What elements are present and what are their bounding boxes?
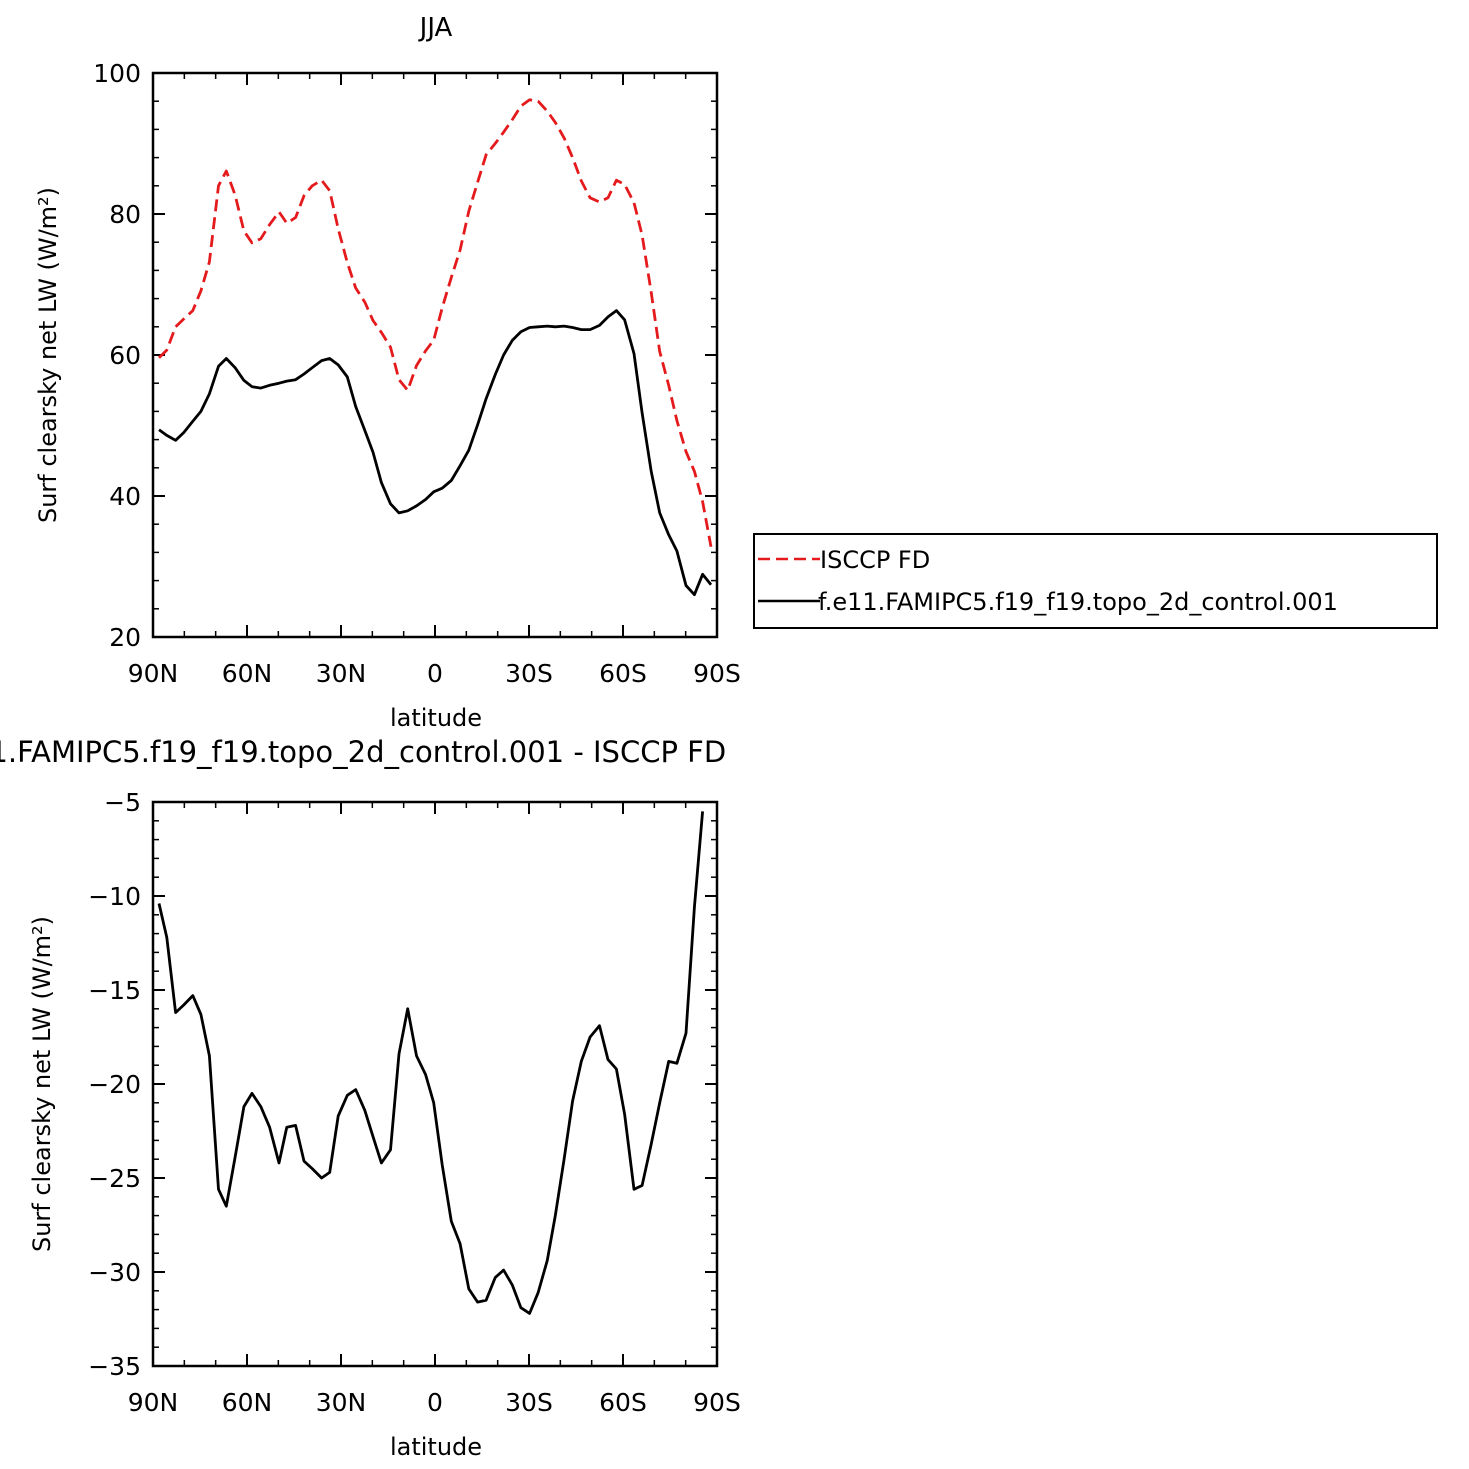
top-x-tick-label: 60S [599, 659, 647, 688]
legend-label-model: f.e11.FAMIPC5.f19_f19.topo_2d_control.00… [818, 588, 1338, 616]
bottom-x-tick-label: 60N [222, 1388, 273, 1417]
bottom-y-tick-label: −35 [88, 1352, 141, 1381]
top-series-1-line [158, 309, 713, 597]
top-y-tick-label: 60 [109, 341, 141, 370]
bottom-x-tick-label: 30N [316, 1388, 367, 1417]
top-y-tick-label: 20 [109, 623, 141, 652]
top-panel-title: JJA [418, 13, 453, 43]
top-plot-area [158, 98, 713, 597]
top-y-tick-label: 80 [109, 200, 141, 229]
bottom-x-tick-label: 60S [599, 1388, 647, 1417]
top-x-tick-label: 0 [427, 659, 443, 688]
bottom-x-axis-label: latitude [390, 1433, 482, 1461]
legend-label-isccp: ISCCP FD [820, 546, 930, 574]
bottom-y-tick-label: −30 [88, 1258, 141, 1287]
top-series-0-line [158, 98, 713, 548]
top-x-tick-label: 90N [128, 659, 179, 688]
top-x-tick-label: 90S [693, 659, 741, 688]
bottom-x-tick-label: 30S [505, 1388, 553, 1417]
bottom-y-tick-label: −15 [88, 976, 141, 1005]
bottom-y-tick-label: −10 [88, 882, 141, 911]
bottom-y-tick-label: −20 [88, 1070, 141, 1099]
top-y-tick-label: 40 [109, 482, 141, 511]
bottom-y-axis-label: Surf clearsky net LW (W/m²) [28, 916, 56, 1252]
top-x-axis-label: latitude [390, 704, 482, 732]
top-x-tick-label: 60N [222, 659, 273, 688]
top-x-tick-label: 30N [316, 659, 367, 688]
top-axis-ticks: 90N 60N 30N 0 30S 60S 90S 20 40 60 80 100 [93, 59, 741, 688]
bottom-plot-frame [151, 800, 719, 1368]
legend-box [753, 533, 1438, 629]
bottom-panel: f.e11.FAMIPC5.f19_f19.topo_2d_control.00… [0, 735, 741, 1461]
legend: ISCCP FD f.e11.FAMIPC5.f19_f19.topo_2d_c… [753, 533, 1438, 629]
top-x-tick-label: 30S [505, 659, 553, 688]
bottom-y-tick-label: −25 [88, 1164, 141, 1193]
bottom-series-0-line [157, 811, 704, 1315]
bottom-x-tick-label: 90S [693, 1388, 741, 1417]
top-y-tick-label: 100 [93, 59, 141, 88]
bottom-axis-ticks: 90N 60N 30N 0 30S 60S 90S −35 −30 −25 −20 −15 −10 −5 [88, 788, 741, 1417]
bottom-y-tick-label: −5 [104, 788, 141, 817]
bottom-plot-area [157, 811, 704, 1315]
bottom-x-tick-label: 90N [128, 1388, 179, 1417]
top-panel: JJA 90N 60N 30N 0 30S 60S 90S 20 40 60 80 100 latit… [34, 13, 741, 732]
top-y-axis-label: Surf clearsky net LW (W/m²) [34, 187, 62, 523]
bottom-x-tick-label: 0 [427, 1388, 443, 1417]
bottom-panel-title: f.e11.FAMIPC5.f19_f19.topo_2d_control.00… [0, 735, 726, 769]
top-plot-frame [151, 71, 719, 639]
